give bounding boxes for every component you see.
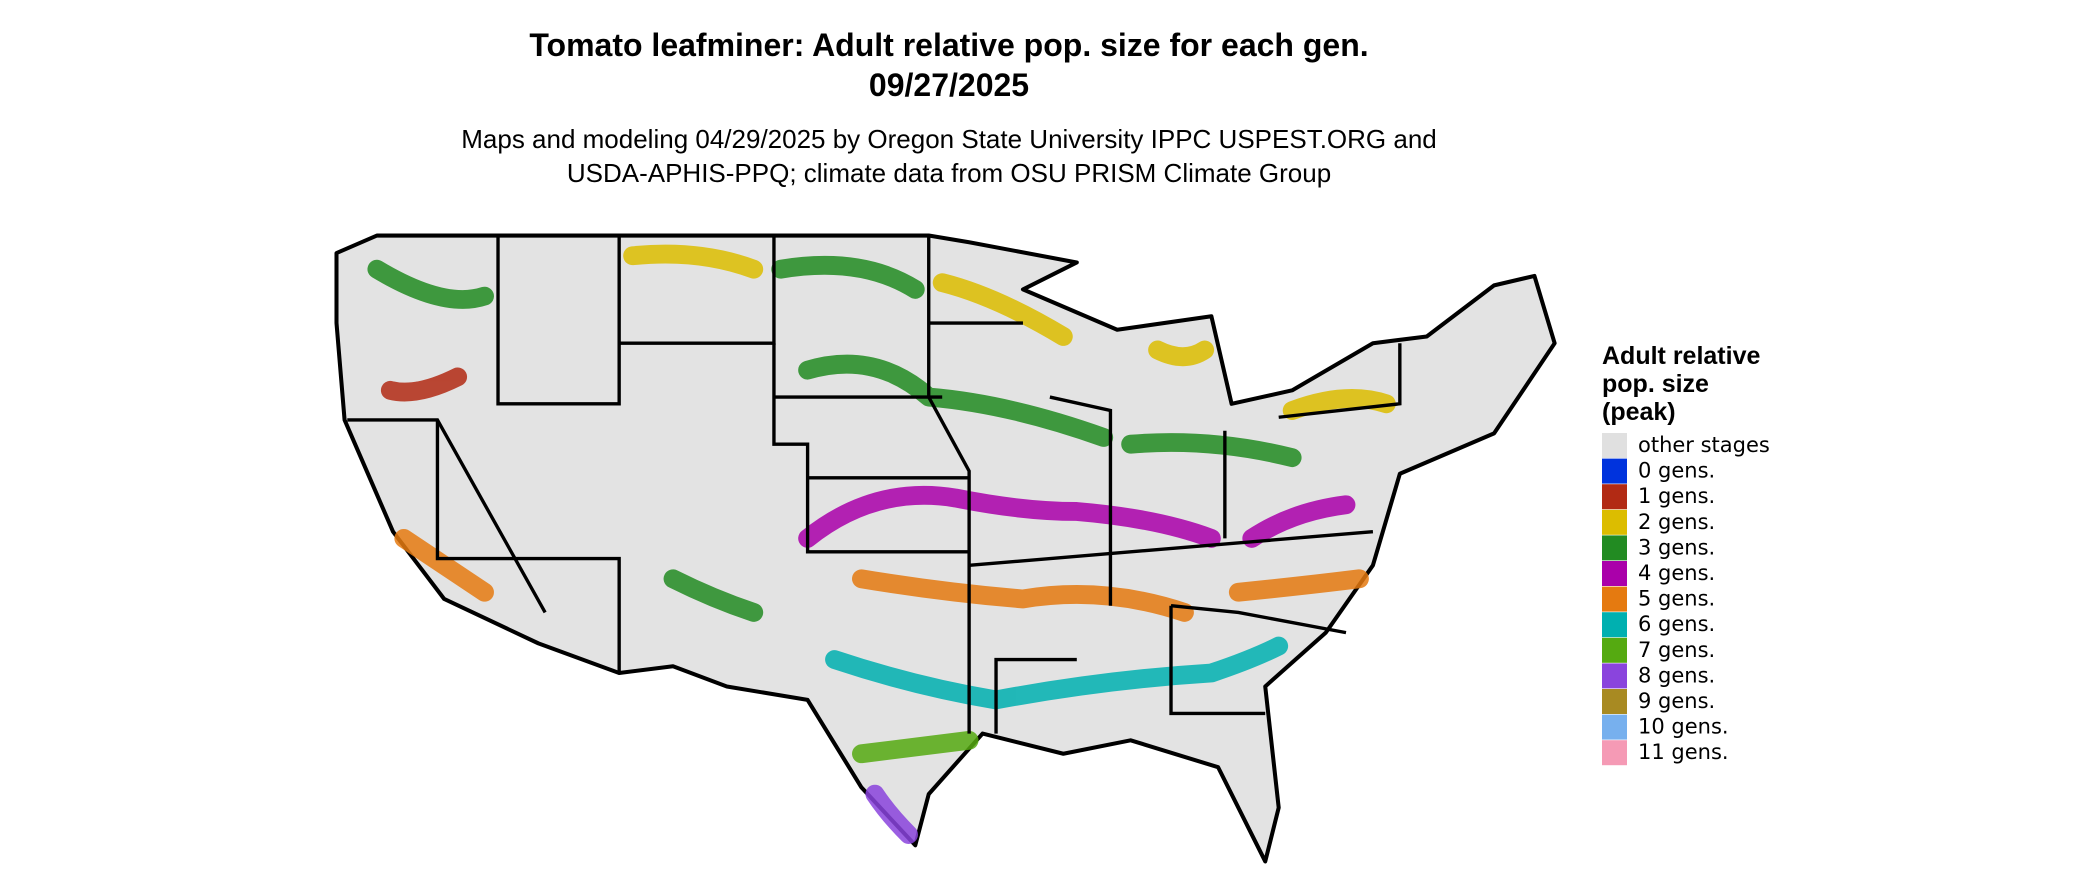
- legend-label: 1 gens.: [1638, 484, 1715, 508]
- legend-swatch: [1602, 689, 1627, 714]
- generation-band: [380, 367, 468, 402]
- legend-label: 3 gens.: [1638, 535, 1715, 559]
- legend-swatch: [1602, 586, 1627, 612]
- legend-swatch: [1602, 433, 1627, 458]
- legend-label: 6 gens.: [1638, 612, 1715, 636]
- generation-band: [663, 569, 764, 622]
- legend-swatch: [1602, 663, 1627, 689]
- generation-band: [798, 485, 1221, 548]
- generation-band: [394, 528, 494, 602]
- state-borders: [347, 235, 1402, 734]
- generation-band: [852, 569, 1194, 622]
- legend-swatch: [1602, 535, 1627, 561]
- generation-band: [623, 244, 764, 279]
- legend-label: 9 gens.: [1638, 689, 1715, 713]
- generation-band: [1148, 340, 1215, 367]
- legend-swatch: [1602, 484, 1627, 510]
- legend-label: other stages: [1638, 433, 1770, 457]
- legend-label: 7 gens.: [1638, 638, 1715, 662]
- generation-band: [1121, 433, 1302, 468]
- generation-band: [1242, 495, 1356, 548]
- legend-label: 11 gens.: [1638, 740, 1729, 764]
- generation-band: [932, 273, 1073, 346]
- generation-band: [1228, 569, 1369, 602]
- legend-title: Adult relative: [1602, 342, 1760, 370]
- legend-label: 2 gens.: [1638, 510, 1715, 534]
- generation-band: [852, 730, 979, 764]
- subtitle: USDA-APHIS-PPQ; climate data from OSU PR…: [567, 158, 1331, 188]
- us-outline: [334, 233, 1557, 864]
- legend-label: 10 gens.: [1638, 715, 1729, 739]
- legend-label: 5 gens.: [1638, 587, 1715, 611]
- legend-title: pop. size: [1602, 370, 1709, 398]
- legend-swatch: [1602, 561, 1627, 586]
- legend-swatch: [1602, 509, 1627, 535]
- legend-label: 8 gens.: [1638, 663, 1715, 687]
- subtitle: Maps and modeling 04/29/2025 by Oregon S…: [461, 124, 1437, 154]
- generation-band: [367, 259, 494, 309]
- legend-title: (peak): [1602, 398, 1676, 426]
- generation-band: [865, 784, 918, 844]
- generation-band: [1282, 389, 1396, 420]
- legend-swatch: [1602, 740, 1627, 766]
- title: 09/27/2025: [869, 67, 1029, 103]
- legend-swatch: [1602, 458, 1627, 484]
- legend-swatch: [1602, 637, 1627, 663]
- title: Tomato leafminer: Adult relative pop. si…: [529, 27, 1368, 63]
- legend-label: 4 gens.: [1638, 561, 1715, 585]
- legend-label: 0 gens.: [1638, 459, 1715, 483]
- generation-band: [771, 255, 925, 299]
- legend-swatch: [1602, 714, 1627, 740]
- us-map: [334, 233, 1557, 864]
- generation-bands: [367, 244, 1396, 844]
- legend-swatch: [1602, 612, 1627, 638]
- generation-band: [825, 636, 1289, 710]
